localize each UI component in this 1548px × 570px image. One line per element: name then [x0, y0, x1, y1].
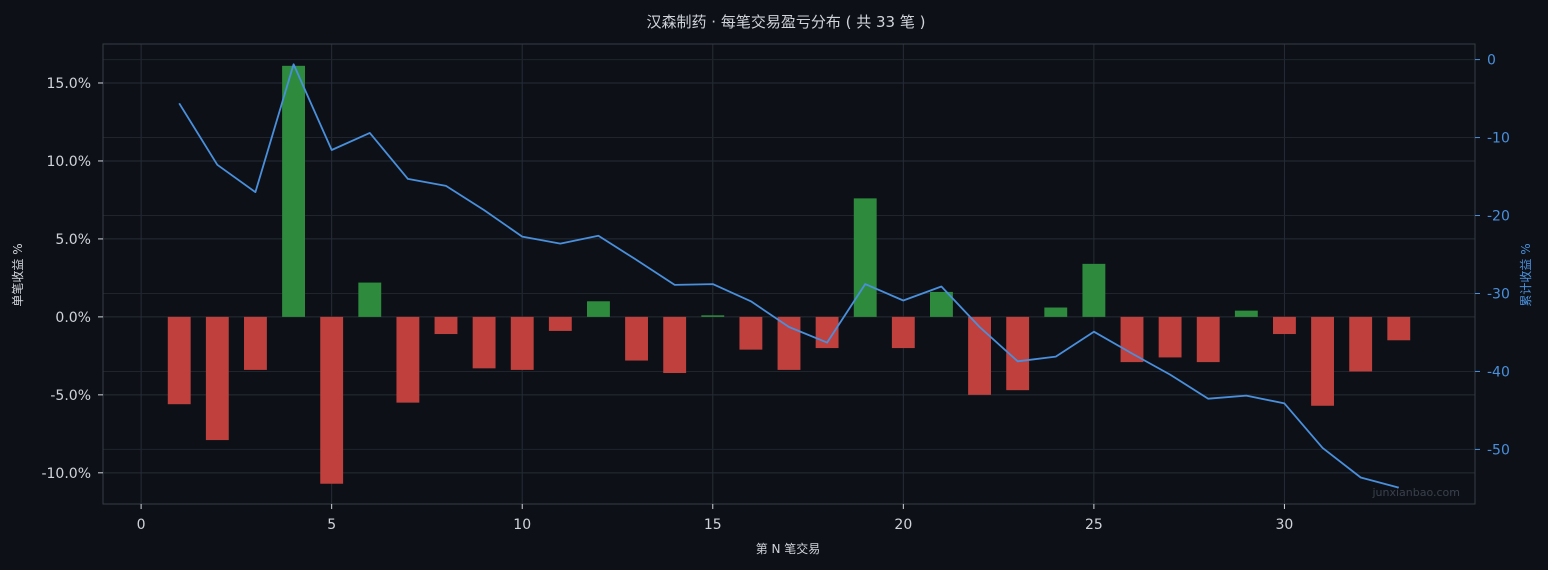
x-tick-label: 10 — [513, 517, 531, 533]
x-tick-label: 0 — [137, 517, 146, 533]
trade-bar — [701, 315, 725, 317]
left-y-axis-ticks: 15.0% 10.0% 5.0% 0.0% -5.0% -10.0% — [41, 76, 103, 482]
trade-bar — [1349, 316, 1373, 372]
x-tick-label: 30 — [1276, 517, 1294, 533]
trade-bar — [548, 316, 572, 331]
trade-bar — [205, 316, 229, 441]
left-y-tick-label: 10.0% — [47, 154, 91, 170]
plot-frame — [102, 43, 1476, 505]
x-tick-label: 5 — [327, 517, 336, 533]
x-tick-label: 20 — [894, 517, 912, 533]
right-y-tick-label: -10 — [1487, 131, 1510, 147]
trade-bar — [853, 198, 877, 317]
trade-bar — [244, 316, 267, 370]
trade-bar — [1234, 310, 1258, 317]
trade-bar — [1311, 316, 1334, 406]
x-axis-ticks: 0 5 10 15 20 25 30 — [137, 504, 1294, 533]
trade-bar — [930, 291, 953, 317]
chart-title: 汉森制药 · 每笔交易盈亏分布 ( 共 33 笔 ) — [647, 13, 926, 31]
trade-bar — [472, 316, 496, 369]
left-y-tick-label: 0.0% — [55, 310, 91, 326]
trade-bar — [396, 316, 420, 403]
right-y-tick-label: -30 — [1487, 286, 1510, 302]
trade-bar — [1120, 316, 1144, 363]
trade-bar — [663, 316, 687, 374]
left-y-axis-label: 单笔收益 % — [10, 243, 25, 306]
cumulative-line-series — [178, 63, 1400, 489]
left-y-tick-label: 5.0% — [55, 232, 91, 248]
trade-bar — [739, 316, 763, 350]
right-y-tick-label: -40 — [1487, 364, 1510, 380]
trade-bar — [282, 65, 305, 317]
right-y-axis-ticks: 0 -10 -20 -30 -40 -50 — [1475, 53, 1510, 458]
trade-bar — [587, 301, 610, 317]
trade-bar — [777, 316, 801, 370]
right-y-tick-label: 0 — [1487, 53, 1496, 69]
trade-bar — [1196, 316, 1220, 363]
trade-bar — [434, 316, 458, 335]
trade-bar — [1044, 307, 1068, 317]
right-y-axis-label: 累计收益 % — [1519, 243, 1533, 306]
trade-bar — [1387, 316, 1411, 341]
watermark: junxianbao.com — [1371, 486, 1460, 499]
cumulative-return-line — [178, 63, 1400, 489]
x-tick-label: 25 — [1085, 517, 1103, 533]
trade-bar — [968, 316, 991, 395]
x-axis-label: 第 N 笔交易 — [756, 541, 821, 556]
left-y-tick-label: -5.0% — [50, 388, 91, 404]
trade-bar — [358, 282, 382, 317]
x-tick-label: 15 — [704, 517, 722, 533]
bar-series — [167, 65, 1411, 484]
left-y-tick-label: 15.0% — [47, 76, 91, 92]
trade-bar — [1158, 316, 1182, 358]
right-y-tick-label: -20 — [1487, 209, 1510, 225]
trade-bar — [1082, 263, 1106, 317]
trade-bar — [1273, 316, 1296, 335]
trade-bar — [1006, 316, 1030, 391]
left-y-tick-label: -10.0% — [41, 466, 91, 482]
trade-bar — [167, 316, 191, 405]
right-y-tick-label: -50 — [1487, 442, 1510, 458]
trade-bar — [320, 316, 344, 484]
trade-bar — [625, 316, 648, 361]
trade-bar — [891, 316, 915, 349]
trade-bar — [510, 316, 534, 370]
